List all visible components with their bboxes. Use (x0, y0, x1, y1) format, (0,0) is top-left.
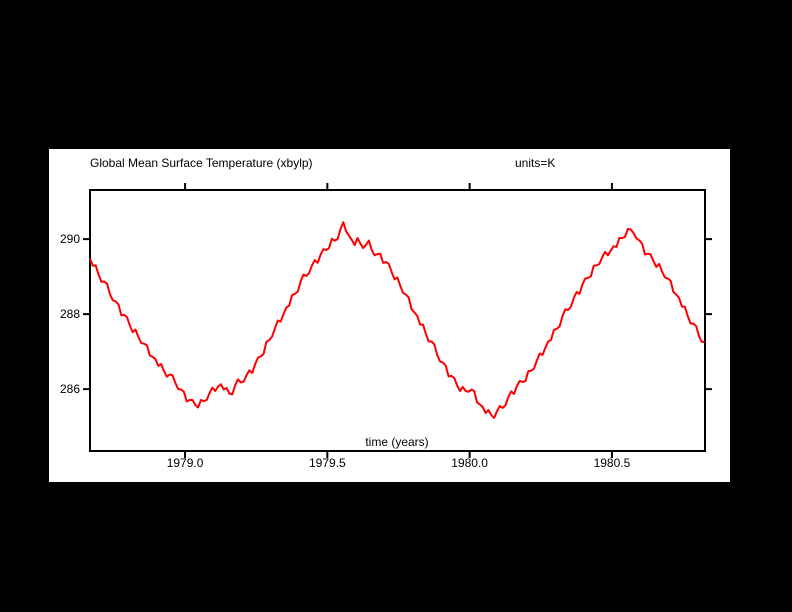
x-tick-label: 1979.0 (167, 456, 204, 470)
x-tick-label: 1980.5 (594, 456, 631, 470)
x-tick-label: 1979.5 (309, 456, 346, 470)
y-tick-label: 290 (60, 232, 80, 246)
y-tick-label: 288 (60, 307, 80, 321)
temperature-series-line (89, 221, 705, 419)
y-tick-label: 286 (60, 382, 80, 396)
chart-dynamic-layer: 1979.0 1979.5 1980.0 1980.5 286 288 290 (60, 183, 712, 470)
units-label: units=K (515, 156, 555, 170)
plot-frame (89, 189, 706, 452)
chart-title: Global Mean Surface Temperature (xbylp) (90, 156, 313, 170)
x-axis-label: time (years) (365, 435, 428, 449)
chart-panel (49, 149, 730, 482)
x-tick-label: 1980.0 (451, 456, 488, 470)
